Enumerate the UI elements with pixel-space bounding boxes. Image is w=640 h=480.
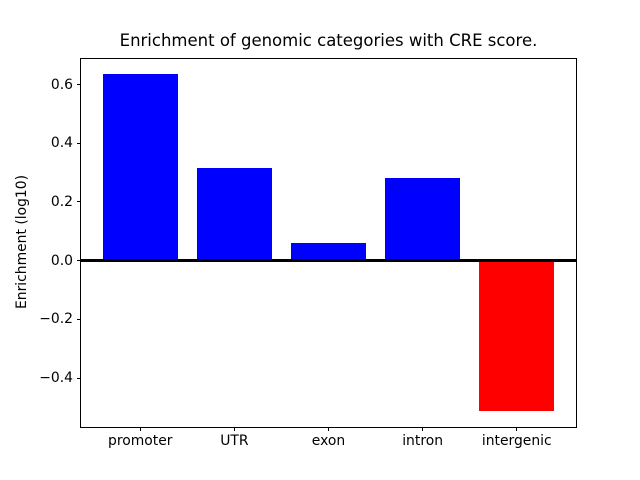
zero-baseline [80, 259, 577, 262]
x-tick-label-exon: exon [311, 433, 346, 449]
y-tick-mark [76, 142, 80, 144]
chart-title: Enrichment of genomic categories with CR… [119, 31, 538, 50]
x-tick-mark [233, 427, 235, 431]
x-tick-mark [422, 427, 424, 431]
x-tick-label-UTR: UTR [220, 433, 249, 449]
x-tick-label-intergenic: intergenic [481, 433, 552, 449]
x-tick-label-promoter: promoter [108, 433, 173, 449]
y-tick-label: 0.4 [50, 135, 73, 152]
bar-UTR [196, 168, 273, 261]
y-tick-mark [76, 377, 80, 379]
bar-intron [384, 178, 461, 261]
x-tick-mark [516, 427, 518, 431]
y-tick-mark [76, 260, 80, 262]
y-tick-label: 0.0 [50, 252, 73, 269]
bar-promoter [102, 74, 178, 261]
y-tick-mark [76, 318, 80, 320]
y-tick-mark [76, 84, 80, 86]
x-tick-mark [139, 427, 141, 431]
bar-intergenic [479, 260, 555, 412]
y-tick-mark [76, 201, 80, 203]
bar-exon [290, 243, 367, 261]
y-tick-label: −0.4 [39, 370, 73, 387]
y-tick-label: 0.2 [50, 193, 73, 210]
y-tick-label: −0.2 [39, 311, 73, 328]
x-tick-mark [328, 427, 329, 431]
y-tick-label: 0.6 [50, 76, 73, 93]
x-tick-label-intron: intron [402, 433, 444, 449]
